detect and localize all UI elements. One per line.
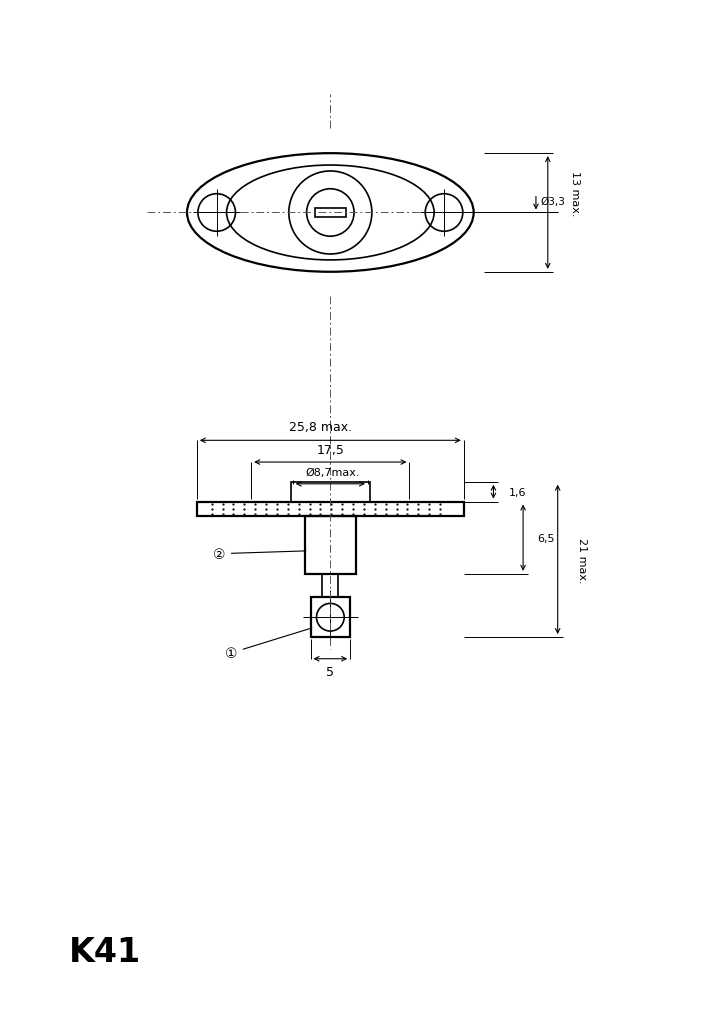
Text: 5: 5 [326,665,334,679]
Bar [323,574,338,598]
Bar [197,502,464,517]
Text: Ø8,7max.: Ø8,7max. [305,468,359,478]
Bar [291,482,370,502]
Text: K41: K41 [68,935,140,968]
Text: 6,5: 6,5 [537,533,554,543]
Bar [310,598,350,637]
Text: 21 max.: 21 max. [577,537,588,583]
Text: ②: ② [213,547,306,561]
Text: Ø3,3: Ø3,3 [541,197,566,207]
Bar [315,208,346,218]
Bar [305,517,356,574]
Text: 1,6: 1,6 [509,487,527,497]
Text: ①: ① [225,629,312,660]
Text: 25,8 max.: 25,8 max. [289,421,352,433]
Text: 17,5: 17,5 [316,443,344,457]
Text: 13 max.: 13 max. [570,171,580,216]
